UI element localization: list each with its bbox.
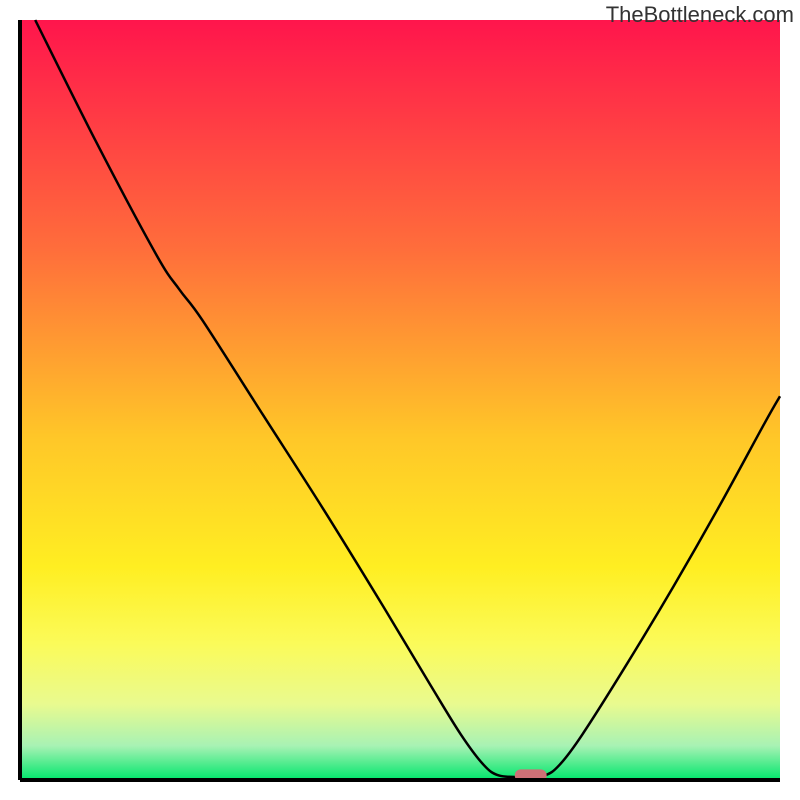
bottleneck-chart [0, 0, 800, 800]
chart-gradient-background [20, 20, 780, 780]
watermark-text: TheBottleneck.com [606, 2, 794, 28]
